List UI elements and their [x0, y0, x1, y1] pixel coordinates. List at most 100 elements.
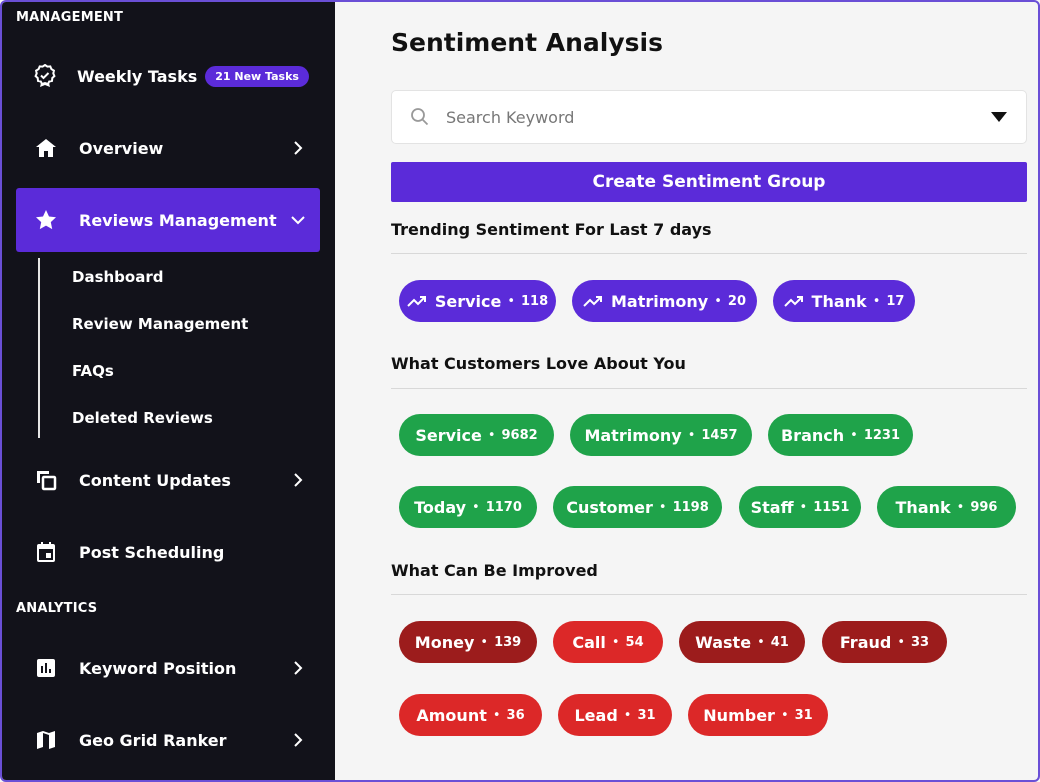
search-icon: [411, 108, 429, 126]
pill-separator: •: [487, 427, 496, 443]
submenu-line: [38, 258, 40, 438]
submenu-item-review-management[interactable]: Review Management: [72, 315, 249, 333]
pill-separator: •: [850, 427, 858, 443]
trending-pill-service[interactable]: Service • 118: [399, 280, 556, 322]
caret-down-icon[interactable]: [990, 111, 1008, 123]
pill-count: 36: [506, 707, 525, 723]
improve-pill-number[interactable]: Number • 31: [688, 694, 828, 736]
love-pill-staff[interactable]: Staff • 1151: [739, 486, 861, 528]
section-label-management: MANAGEMENT: [16, 10, 124, 25]
sidebar-item-weekly-tasks[interactable]: Weekly Tasks 21 New Tasks: [16, 44, 320, 108]
calendar-icon: [33, 539, 59, 565]
trending-heading: Trending Sentiment For Last 7 days: [391, 220, 712, 239]
pill-keyword: Service: [434, 291, 502, 311]
new-tasks-badge: 21 New Tasks: [205, 65, 309, 87]
pill-count: 1198: [672, 499, 709, 515]
trending-up-icon: [583, 296, 602, 307]
love-pill-service[interactable]: Service • 9682: [399, 414, 554, 456]
trending-up-icon: [407, 296, 426, 307]
improve-pill-money[interactable]: Money • 139: [399, 621, 537, 663]
pill-keyword: Today: [414, 497, 467, 517]
pill-keyword: Customer: [566, 497, 653, 517]
sidebar-item-keyword-position[interactable]: Keyword Position: [16, 636, 320, 700]
pill-count: 996: [970, 499, 998, 515]
pill-keyword: Staff: [750, 497, 794, 517]
pill-keyword: Thank: [895, 497, 951, 517]
pill-count: 139: [494, 634, 522, 650]
create-sentiment-group-button[interactable]: Create Sentiment Group: [391, 162, 1027, 202]
section-label-analytics: ANALYTICS: [16, 601, 98, 616]
improve-pill-lead[interactable]: Lead • 31: [558, 694, 672, 736]
pill-separator: •: [492, 707, 501, 723]
love-pill-matrimony[interactable]: Matrimony • 1457: [570, 414, 752, 456]
pill-separator: •: [480, 634, 489, 650]
pill-count: 31: [794, 707, 813, 723]
love-pill-today[interactable]: Today • 1170: [399, 486, 537, 528]
pill-keyword: Fraud: [839, 632, 892, 652]
pill-separator: •: [799, 499, 808, 515]
sidebar-item-content-updates[interactable]: Content Updates: [16, 448, 320, 512]
pill-separator: •: [956, 499, 965, 515]
chevron-right-icon: [290, 660, 306, 676]
pill-separator: •: [472, 499, 480, 515]
pill-count: 17: [886, 293, 905, 309]
search-input[interactable]: [446, 107, 990, 127]
search-bar[interactable]: [391, 90, 1027, 144]
love-pill-thank[interactable]: Thank • 996: [877, 486, 1016, 528]
sidebar-item-post-scheduling[interactable]: Post Scheduling: [16, 520, 320, 584]
sidebar-item-label: Post Scheduling: [79, 542, 225, 562]
pill-count: 1170: [485, 499, 522, 515]
sidebar-item-overview[interactable]: Overview: [16, 116, 320, 180]
love-heading: What Customers Love About You: [391, 354, 686, 373]
pill-keyword: Thank: [811, 291, 867, 311]
pill-count: 54: [625, 634, 644, 650]
main-content: Sentiment Analysis Create Sentiment Grou…: [335, 2, 1038, 780]
pill-separator: •: [658, 499, 667, 515]
improve-pill-fraud[interactable]: Fraud • 33: [822, 621, 947, 663]
trending-pill-thank[interactable]: Thank • 17: [773, 280, 915, 322]
pill-count: 33: [911, 634, 930, 650]
pill-keyword: Waste: [695, 632, 752, 652]
improve-pill-waste[interactable]: Waste • 41: [679, 621, 805, 663]
page-title: Sentiment Analysis: [391, 28, 663, 57]
pill-separator: •: [687, 427, 696, 443]
submenu-item-dashboard[interactable]: Dashboard: [72, 268, 164, 286]
love-pill-branch[interactable]: Branch • 1231: [768, 414, 913, 456]
pill-keyword: Branch: [780, 425, 845, 445]
pill-count: 1231: [863, 427, 900, 443]
pill-keyword: Call: [572, 632, 606, 652]
pill-separator: •: [757, 634, 765, 650]
pill-separator: •: [897, 634, 905, 650]
sidebar-item-label: Reviews Management: [79, 210, 277, 230]
pill-keyword: Lead: [574, 705, 618, 725]
improve-pill-call[interactable]: Call • 54: [553, 621, 663, 663]
chevron-right-icon: [290, 140, 306, 156]
chevron-right-icon: [290, 732, 306, 748]
award-badge-icon: [33, 63, 57, 89]
star-icon: [33, 207, 59, 233]
sidebar-item-label: Geo Grid Ranker: [79, 730, 227, 750]
divider: [391, 253, 1027, 254]
submenu-item-faqs[interactable]: FAQs: [72, 362, 114, 380]
pill-count: 118: [521, 293, 549, 309]
sidebar-item-label: Weekly Tasks: [77, 66, 198, 86]
pill-keyword: Money: [414, 632, 475, 652]
bar-chart-icon: [33, 655, 59, 681]
love-pill-customer[interactable]: Customer • 1198: [553, 486, 722, 528]
pill-separator: •: [872, 293, 881, 309]
copy-icon: [33, 467, 59, 493]
sidebar-item-reviews-management[interactable]: Reviews Management: [16, 188, 320, 252]
pill-count: 1457: [701, 427, 738, 443]
improve-heading: What Can Be Improved: [391, 561, 598, 580]
pill-keyword: Matrimony: [584, 425, 682, 445]
trending-pill-matrimony[interactable]: Matrimony • 20: [572, 280, 757, 322]
pill-separator: •: [611, 634, 620, 650]
submenu-item-deleted-reviews[interactable]: Deleted Reviews: [72, 409, 213, 427]
pill-count: 41: [770, 634, 789, 650]
improve-pill-amount[interactable]: Amount • 36: [399, 694, 542, 736]
sidebar-item-geo-grid-ranker[interactable]: Geo Grid Ranker: [16, 708, 320, 772]
sidebar-item-label: Keyword Position: [79, 658, 237, 678]
pill-count: 1151: [813, 499, 850, 515]
sidebar: MANAGEMENT Weekly Tasks 21 New Tasks Ove…: [2, 2, 335, 780]
